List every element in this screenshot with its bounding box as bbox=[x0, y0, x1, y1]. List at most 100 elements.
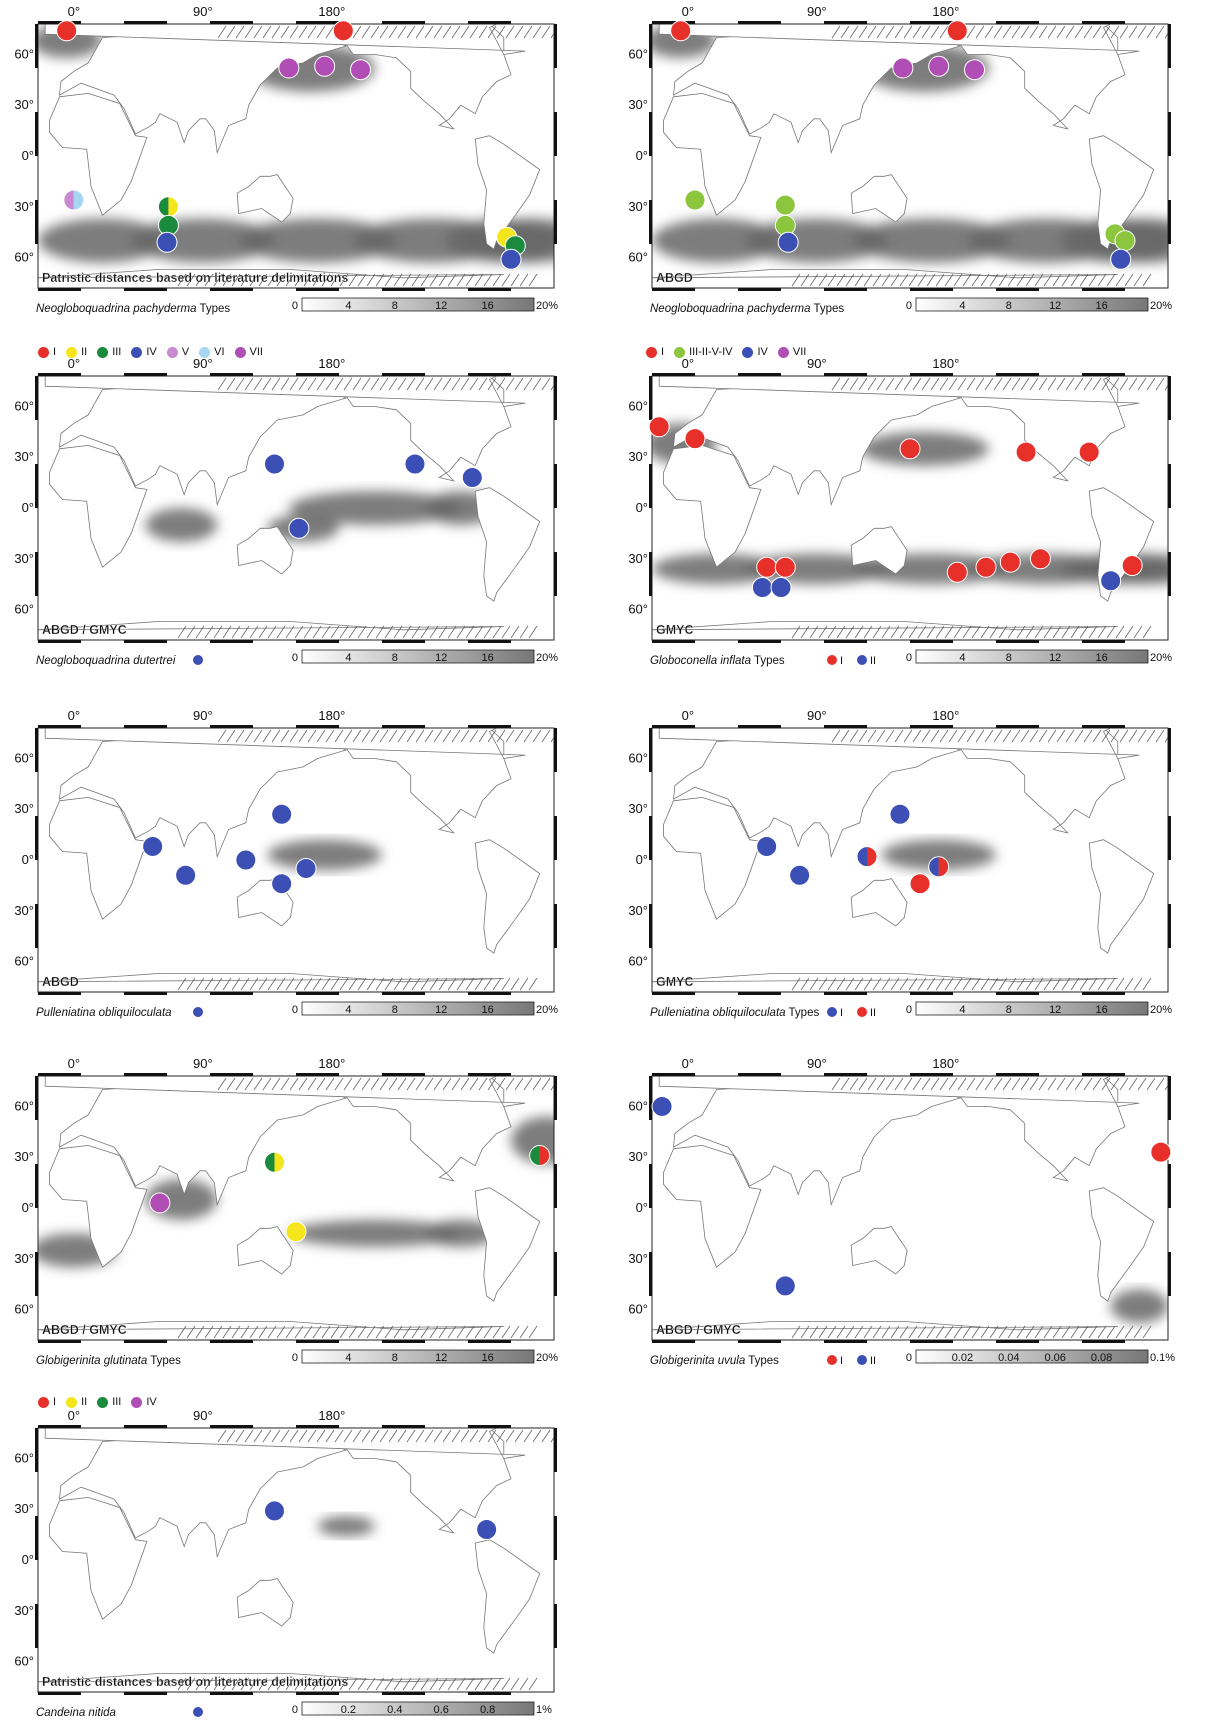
colorscale-tick: 4 bbox=[345, 1004, 351, 1016]
no-data-hatching bbox=[177, 377, 554, 639]
longitude-label: 180° bbox=[932, 1056, 959, 1071]
landmass bbox=[236, 174, 294, 223]
map-svg: 0° 90° 180° 60° 30° 0° 30° 60° Patristic distanc… bbox=[14, 1408, 557, 1719]
no-data-hatching bbox=[791, 25, 1168, 287]
sample-marker bbox=[684, 189, 706, 211]
sample-marker bbox=[777, 231, 799, 253]
sample-marker bbox=[756, 556, 778, 578]
longitude-label: 0° bbox=[68, 1408, 80, 1423]
sample-marker bbox=[651, 1095, 673, 1117]
colorscale-tick: 4 bbox=[345, 1352, 351, 1364]
method-tag: ABGD bbox=[42, 975, 79, 989]
latitude-label: 0° bbox=[22, 1552, 34, 1567]
legend-types-c: I II III IV bbox=[38, 1396, 163, 1408]
continents bbox=[38, 728, 541, 983]
divergence-shading bbox=[1110, 1289, 1168, 1324]
legend-dot bbox=[674, 346, 686, 358]
colorscale-tick: 12 bbox=[435, 1352, 447, 1364]
legend-label: VII bbox=[249, 346, 263, 358]
sample-marker bbox=[774, 556, 796, 578]
longitude-label: 180° bbox=[318, 1408, 345, 1423]
colorscale-tick: 20% bbox=[536, 1004, 558, 1016]
colorscale-tick: 0.8 bbox=[480, 1704, 495, 1716]
map-svg: 0° 90° 180° 60° 30° 0° 30° 60° GMYC Pulleniatina … bbox=[628, 708, 1172, 1019]
method-tag: ABGD / GMYC bbox=[656, 1323, 741, 1337]
colorscale-tick: 4 bbox=[345, 652, 351, 664]
landmass bbox=[1088, 839, 1155, 954]
landmass bbox=[49, 92, 148, 216]
legend-dot bbox=[166, 346, 178, 358]
legend-dot bbox=[66, 346, 78, 358]
sample-marker bbox=[999, 551, 1021, 573]
longitude-label: 180° bbox=[932, 4, 959, 19]
latitude-label: 30° bbox=[14, 801, 34, 816]
latitude-label: 60° bbox=[14, 1302, 34, 1317]
species-caption: Globigerinita uvula Types bbox=[650, 1355, 779, 1367]
method-tag: ABGD / GMYC bbox=[42, 1323, 127, 1337]
legend-label: III bbox=[112, 346, 122, 358]
continents bbox=[38, 24, 541, 279]
sample-marker bbox=[285, 1221, 307, 1243]
legend-label: I bbox=[53, 1396, 57, 1408]
colorscale-tick: 8 bbox=[1006, 652, 1012, 664]
latitude-label: 30° bbox=[14, 1603, 34, 1618]
sample-marker bbox=[1121, 555, 1143, 577]
map-panel-2: 0° 90° 180° 60° 30° 0° 30° 60° ABGD Neogloboquadr… bbox=[614, 0, 1228, 330]
latitude-label: 30° bbox=[628, 1251, 648, 1266]
latitude-label: 0° bbox=[636, 1200, 648, 1215]
colorscale-bar bbox=[301, 297, 535, 312]
landmass bbox=[652, 268, 1118, 279]
colorscale-tick: 16 bbox=[1095, 300, 1107, 312]
sample-marker bbox=[529, 1145, 551, 1167]
colorscale-tick: 12 bbox=[1049, 652, 1061, 664]
sample-marker bbox=[946, 20, 968, 42]
colorscale-tick: 0 bbox=[906, 1352, 912, 1364]
landmass bbox=[652, 1320, 1118, 1331]
legend-dot bbox=[66, 1396, 78, 1408]
colorscale-tick: 4 bbox=[345, 300, 351, 312]
latitude-label: 0° bbox=[22, 148, 34, 163]
colorscale-tick: 16 bbox=[1095, 652, 1107, 664]
sample-marker bbox=[157, 196, 179, 218]
sample-marker bbox=[235, 849, 257, 871]
colorscale-tick: 0.02 bbox=[952, 1352, 973, 1364]
landmass bbox=[663, 796, 762, 920]
map-svg: 0° 90° 180° 60° 30° 0° 30° 60° ABGD / GMYC Globig… bbox=[14, 1056, 558, 1367]
colorscale-tick: 8 bbox=[392, 652, 398, 664]
sample-marker bbox=[264, 1151, 285, 1173]
continents bbox=[652, 24, 1155, 279]
latitude-label: 60° bbox=[628, 954, 648, 969]
legend-label: II bbox=[81, 1396, 88, 1408]
sample-marker bbox=[909, 873, 931, 895]
landmass bbox=[236, 526, 294, 575]
latitude-label: 30° bbox=[628, 97, 648, 112]
colorscale-tick: 1% bbox=[536, 1704, 552, 1716]
colorscale-tick: 12 bbox=[435, 1004, 447, 1016]
landmass bbox=[44, 1076, 526, 1107]
landmass bbox=[658, 376, 1140, 407]
legend-label: I bbox=[661, 346, 665, 358]
latitude-label: 60° bbox=[14, 954, 34, 969]
legend-dot bbox=[131, 346, 143, 358]
sample-marker bbox=[156, 231, 178, 253]
legend-label: I bbox=[53, 346, 57, 358]
sample-marker bbox=[264, 1500, 285, 1522]
latitude-label: 0° bbox=[636, 500, 648, 515]
colorscale-tick: 0.08 bbox=[1091, 1352, 1112, 1364]
colorscale-tick: 0 bbox=[906, 300, 912, 312]
landmass bbox=[44, 24, 526, 55]
no-data-hatching bbox=[791, 1077, 1168, 1339]
sample-marker bbox=[1029, 548, 1051, 570]
sample-marker bbox=[1110, 248, 1132, 270]
legend-label: I bbox=[840, 655, 843, 667]
longitude-label: 90° bbox=[193, 356, 213, 371]
landmass bbox=[474, 839, 541, 954]
colorscale-tick: 0 bbox=[906, 1004, 912, 1016]
latitude-label: 30° bbox=[14, 97, 34, 112]
colorscale-tick: 0.4 bbox=[387, 1704, 402, 1716]
latitude-label: 60° bbox=[14, 750, 34, 765]
latitude-label: 30° bbox=[628, 801, 648, 816]
colorscale-bar bbox=[301, 1001, 535, 1016]
colorscale-bar bbox=[915, 649, 1149, 664]
divergence-shading bbox=[267, 839, 382, 871]
